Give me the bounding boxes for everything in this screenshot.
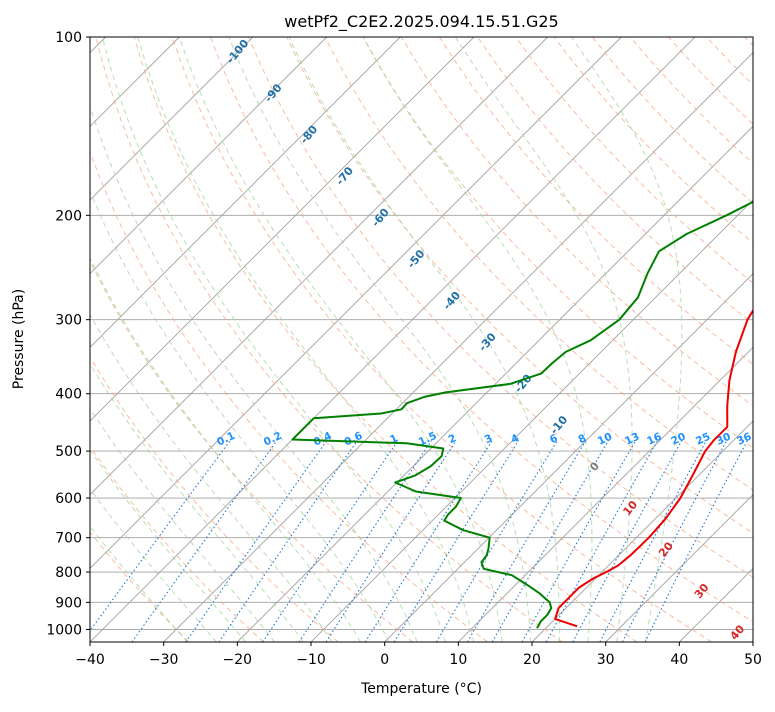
y-tick-label: 600: [55, 491, 82, 507]
y-tick-label: 400: [55, 387, 82, 403]
y-tick-label: 900: [55, 595, 82, 611]
y-tick-label: 500: [55, 444, 82, 460]
x-tick-label: 50: [744, 652, 762, 668]
x-tick-label: 10: [449, 652, 467, 668]
x-tick-label: −30: [149, 652, 179, 668]
x-tick-label: 20: [523, 652, 541, 668]
y-axis-label: Pressure (hPa): [11, 289, 27, 389]
x-tick-label: 30: [597, 652, 615, 668]
x-tick-label: −10: [296, 652, 326, 668]
x-tick-label: −40: [75, 652, 105, 668]
x-tick-label: 40: [670, 652, 688, 668]
x-axis-label: Temperature (°C): [360, 681, 482, 697]
y-tick-label: 200: [55, 208, 82, 224]
x-tick-label: 0: [380, 652, 389, 668]
x-tick-label: −20: [223, 652, 253, 668]
y-tick-label: 100: [55, 30, 82, 46]
y-tick-label: 300: [55, 313, 82, 329]
y-tick-label: 800: [55, 565, 82, 581]
y-tick-label: 1000: [46, 622, 82, 638]
y-tick-label: 700: [55, 531, 82, 547]
chart-title: wetPf2_C2E2.2025.094.15.51.G25: [284, 12, 558, 32]
